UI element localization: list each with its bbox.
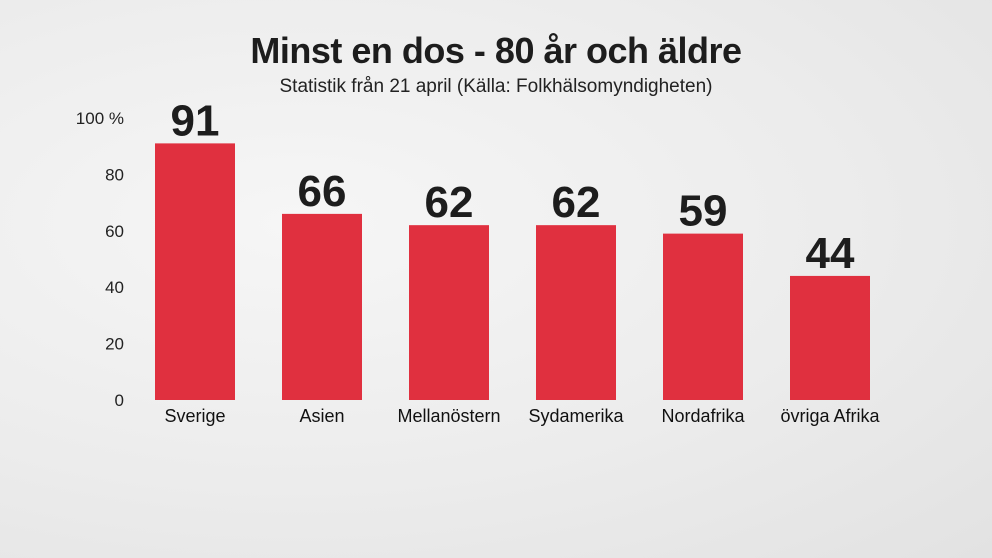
x-category-label: Sverige	[164, 406, 225, 426]
bars-group	[155, 143, 870, 400]
x-axis-labels: Sverige Asien Mellanöstern Sydamerika Nordaf…	[164, 406, 880, 426]
bar-sydamerika	[536, 225, 616, 400]
bar-value-label: 91	[171, 96, 220, 145]
bar-sverige	[155, 143, 235, 400]
x-category-label: Asien	[299, 406, 344, 426]
y-tick-label: 60	[105, 222, 124, 241]
bar-övriga-afrika	[790, 275, 870, 400]
bar-asien	[282, 213, 362, 400]
value-labels: 91 66 62 62 59 44	[171, 96, 855, 278]
bar-value-label: 66	[298, 167, 347, 216]
bar-mellanöstern	[409, 225, 489, 400]
bar-nordafrika	[663, 233, 743, 400]
y-tick-label: 0	[115, 391, 124, 410]
y-tick-label: 100 %	[76, 109, 124, 128]
x-category-label: Nordafrika	[661, 406, 745, 426]
chart-title: Minst en dos - 80 år och äldre	[250, 30, 742, 71]
x-category-label: Sydamerika	[528, 406, 624, 426]
bar-value-label: 59	[679, 187, 728, 236]
bar-value-label: 44	[806, 229, 855, 278]
x-category-label: övriga Afrika	[780, 406, 880, 426]
bar-value-label: 62	[552, 178, 601, 227]
bar-value-label: 62	[425, 178, 474, 227]
y-tick-label: 40	[105, 278, 124, 297]
y-tick-label: 80	[105, 165, 124, 184]
y-tick-label: 20	[105, 335, 124, 354]
x-category-label: Mellanöstern	[397, 406, 500, 426]
chart-subtitle: Statistik från 21 april (Källa: Folkhäls…	[279, 76, 713, 97]
y-axis: 0 20 40 60 80 100 %	[76, 109, 124, 410]
